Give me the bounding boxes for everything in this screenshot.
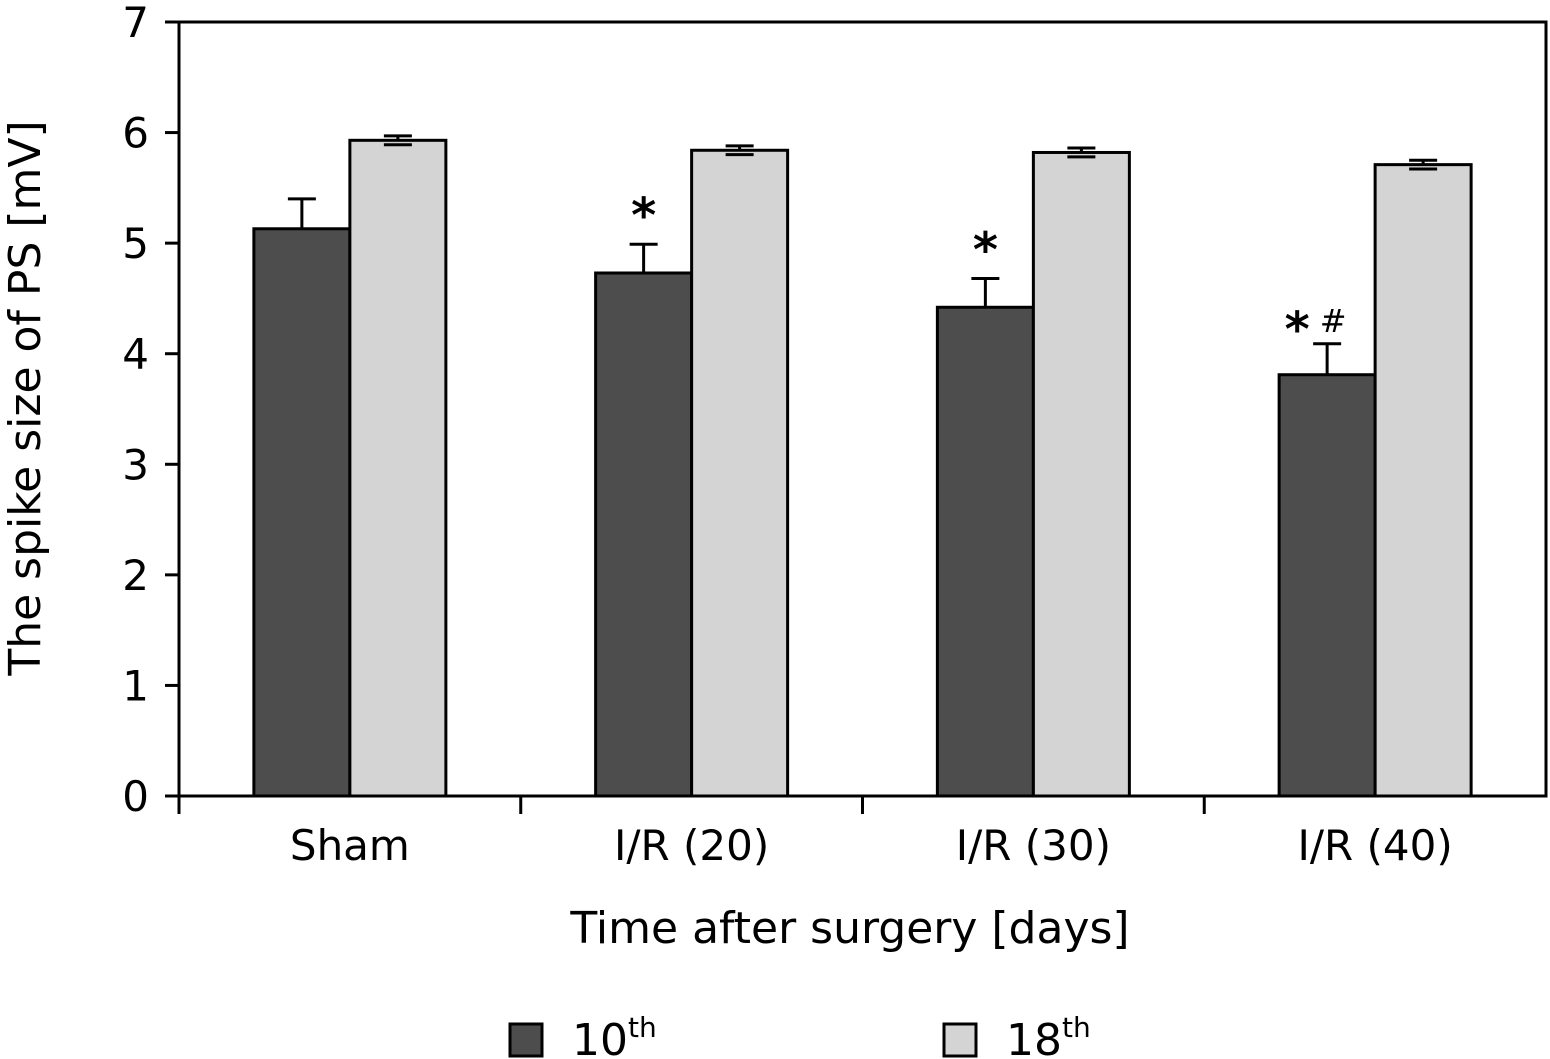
- bar: [935, 305, 1035, 798]
- y-tick-label: 6: [122, 109, 149, 158]
- x-axis: Sham I/R (20) I/R (30) I/R (40): [177, 796, 1453, 870]
- bar: [594, 271, 694, 798]
- y-tick-label: 5: [122, 219, 149, 268]
- y-tick-label: 1: [122, 661, 149, 710]
- bar: [1277, 373, 1377, 798]
- bar: [1373, 163, 1473, 798]
- bar: [690, 148, 790, 798]
- legend-swatch: [508, 1022, 544, 1058]
- bars: [252, 134, 1473, 798]
- bar: [252, 227, 352, 798]
- significance-star: *: [1285, 302, 1310, 358]
- y-tick-label: 4: [122, 330, 149, 379]
- x-tick-label: I/R (30): [956, 821, 1111, 870]
- x-axis-title: Time after surgery [days]: [569, 903, 1129, 954]
- y-tick-label: 0: [122, 772, 149, 821]
- significance-annotations: * * * #: [631, 188, 1346, 358]
- y-tick-label: 7: [122, 0, 149, 47]
- significance-star: *: [631, 188, 656, 244]
- significance-star: *: [973, 223, 998, 279]
- x-tick-label: I/R (20): [614, 821, 769, 870]
- x-tick-label: I/R (40): [1297, 821, 1452, 870]
- y-axis-title: The spike size of PS [mV]: [0, 120, 51, 676]
- y-tick-label: 2: [122, 551, 149, 600]
- legend-swatch: [942, 1022, 978, 1058]
- legend: 10th 18th: [508, 1011, 1091, 1059]
- bar: [348, 138, 448, 798]
- x-tick-label: Sham: [290, 821, 410, 870]
- bar: [1031, 150, 1131, 798]
- legend-label: 10th: [572, 1011, 657, 1059]
- y-tick-label: 3: [122, 440, 149, 489]
- legend-label: 18th: [1006, 1011, 1091, 1059]
- significance-hash: #: [1320, 302, 1347, 340]
- y-axis: 0 1 2 3 4 5 6 7: [122, 0, 179, 821]
